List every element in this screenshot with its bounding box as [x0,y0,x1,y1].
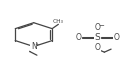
Text: O: O [114,33,119,42]
Text: N: N [31,42,37,51]
Text: −: − [99,23,104,29]
Text: O: O [95,22,101,32]
Text: CH₃: CH₃ [53,19,64,24]
Text: +: + [35,42,40,47]
Text: S: S [95,33,101,42]
Text: O: O [76,33,82,42]
Text: O: O [95,44,101,52]
